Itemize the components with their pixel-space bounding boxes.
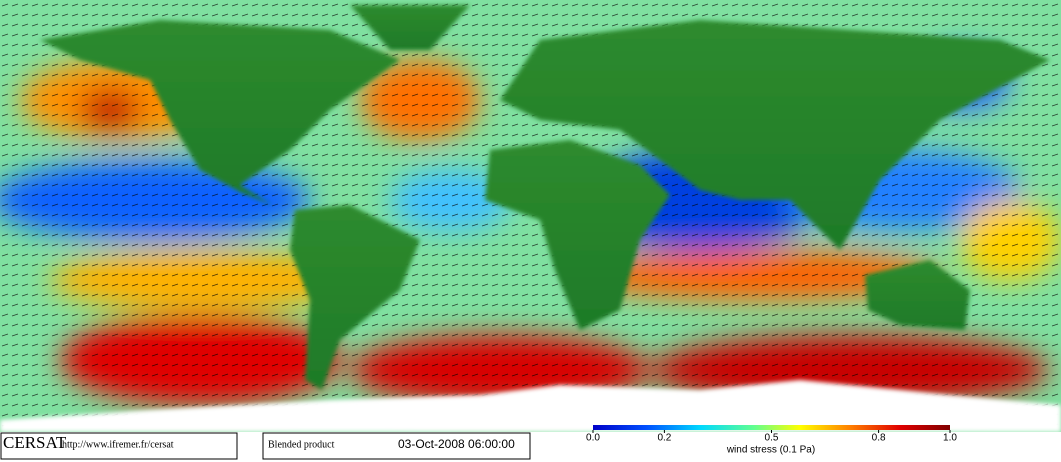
footer: CERSAT http://www.ifremer.fr/cersat Blen…	[0, 432, 1061, 462]
colorbar-tick-label: 1.0	[943, 433, 957, 444]
australia	[865, 260, 970, 330]
footer-box	[262, 432, 531, 460]
south-america	[290, 205, 420, 390]
colorbar-tick-label: 0.8	[872, 433, 886, 444]
colorbar-label: wind stress (0.1 Pa)	[726, 445, 815, 456]
footer-box	[0, 432, 238, 460]
url: http://www.ifremer.fr/cersat	[62, 439, 174, 450]
date: 03-Oct-2008 06:00:00	[398, 437, 515, 451]
colorbar: wind stress (0.1 Pa) 0.0 0.2 0.5 0.8 1.0	[586, 425, 957, 456]
north-america	[40, 20, 400, 205]
colorbar-tick-label: 0.0	[586, 433, 600, 444]
colorbar-scale	[593, 425, 950, 430]
africa	[485, 140, 670, 330]
greenland	[350, 5, 470, 50]
product: Blended product	[268, 439, 335, 450]
colorbar-tick-label: 0.2	[657, 433, 671, 444]
eurasia	[500, 20, 1050, 250]
landmasses	[0, 5, 1061, 432]
antarctica	[0, 380, 1061, 432]
colorbar-tick-label: 0.5	[765, 433, 779, 444]
logo: CERSAT	[3, 433, 67, 452]
